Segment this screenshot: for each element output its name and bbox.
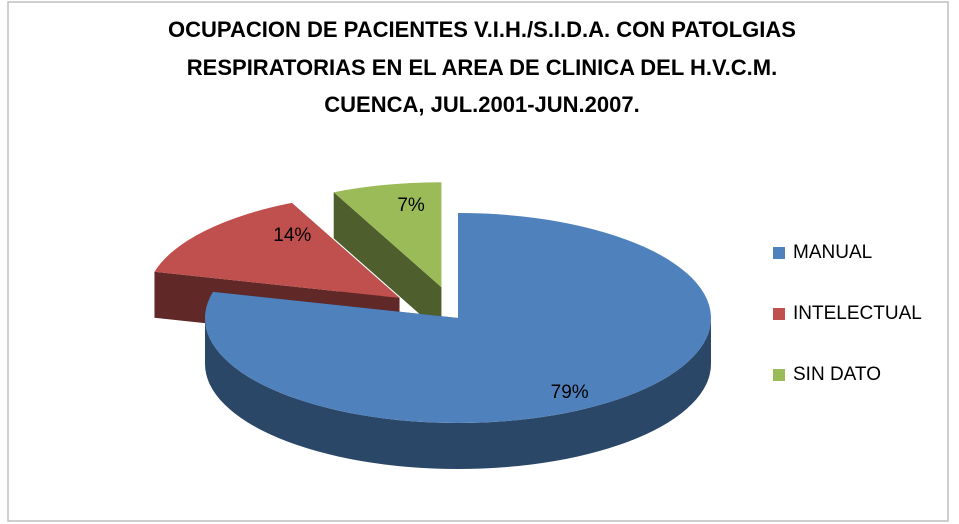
legend-swatch <box>773 308 785 320</box>
slice-cut-face <box>333 192 442 334</box>
legend-label: INTELECTUAL <box>793 303 922 324</box>
pie-slice <box>205 213 712 469</box>
legend-label: MANUAL <box>793 242 872 263</box>
slice-top <box>154 202 400 298</box>
chart-title: CUENCA, JUL.2001-JUN.2007. <box>324 92 639 117</box>
legend-label: SIN DATO <box>793 364 881 385</box>
legend-swatch <box>773 247 785 259</box>
data-label: 79% <box>551 382 589 403</box>
legend-swatch <box>773 369 785 381</box>
data-label: 14% <box>273 225 311 246</box>
slice-top <box>205 213 712 424</box>
chart-title: OCUPACION DE PACIENTES V.I.H./S.I.D.A. C… <box>168 17 796 42</box>
slice-top <box>333 182 442 288</box>
chart-title: RESPIRATORIAS EN EL AREA DE CLINICA DEL … <box>187 55 777 80</box>
pie-slice <box>333 182 442 334</box>
data-label: 7% <box>397 195 425 216</box>
slice-side <box>205 318 711 469</box>
